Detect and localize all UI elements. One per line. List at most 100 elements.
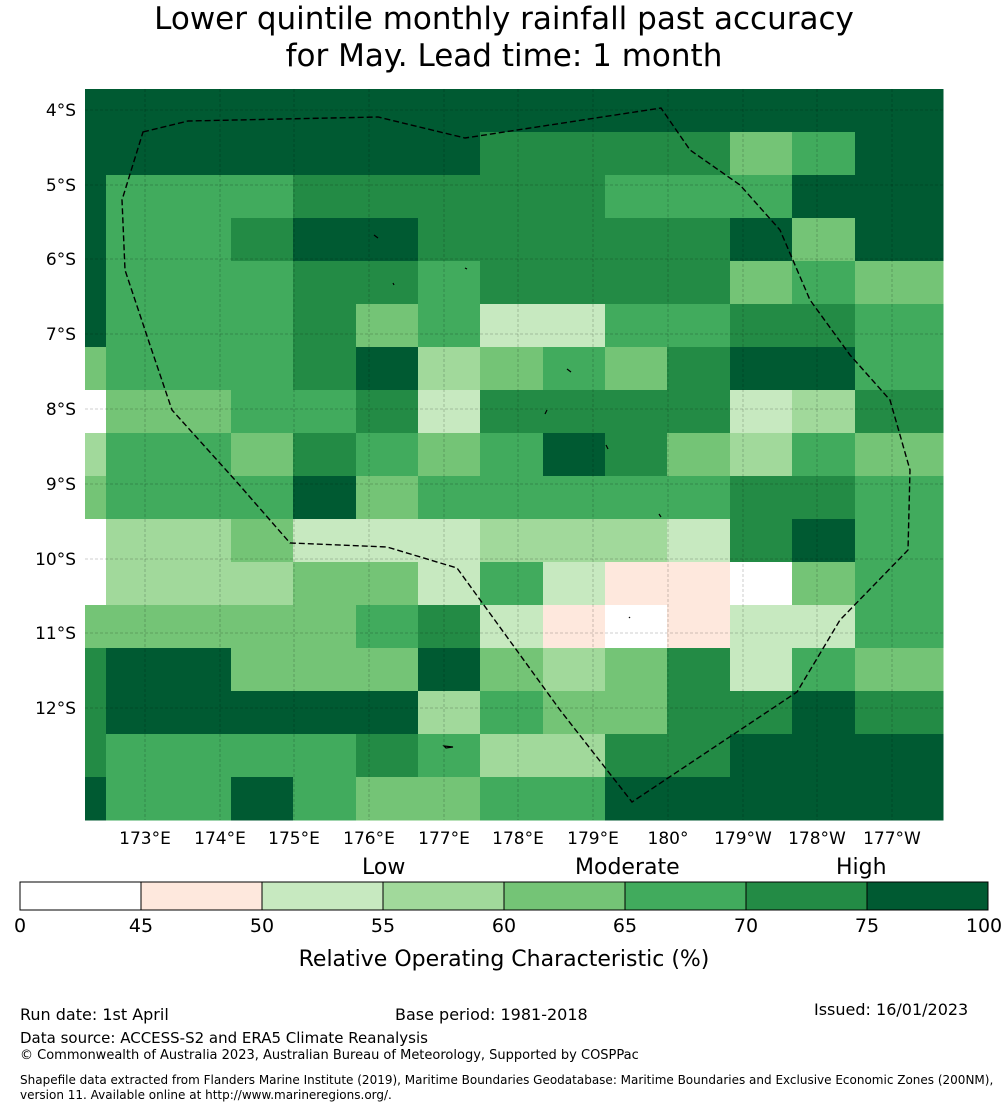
colorbar-segment: [504, 882, 625, 910]
colorbar-tick: 65: [613, 915, 637, 937]
grid-cell: [855, 89, 918, 133]
grid-cell: [917, 519, 944, 563]
grid-cell: [667, 175, 731, 219]
grid-cell: [85, 433, 107, 477]
grid-cell: [85, 777, 107, 821]
grid-cell: [917, 433, 944, 477]
grid-cell: [418, 433, 481, 477]
grid-cell: [418, 734, 481, 778]
lat-label: 10°S: [35, 550, 76, 570]
grid-cell: [543, 218, 606, 262]
grid-cell: [855, 519, 918, 563]
grid-cell: [667, 648, 731, 692]
grid-cell: [792, 347, 856, 391]
grid-cell: [168, 648, 232, 692]
grid-cell: [480, 261, 544, 305]
grid-cell: [293, 605, 357, 649]
grid-cell: [106, 777, 169, 821]
grid-cell: [106, 390, 169, 434]
grid-cell: [168, 390, 232, 434]
grid-cell: [667, 89, 731, 133]
copyright: © Commonwealth of Australia 2023, Austra…: [20, 1048, 639, 1063]
grid-cell: [605, 304, 668, 348]
grid-cell: [792, 648, 856, 692]
grid-cell: [168, 304, 232, 348]
grid-cell: [231, 476, 294, 520]
run-date: Run date: 1st April: [20, 1005, 169, 1024]
grid-cell: [667, 562, 731, 606]
grid-cell: [730, 777, 793, 821]
grid-cell: [480, 175, 544, 219]
grid-cell: [231, 390, 294, 434]
grid-cell: [293, 89, 357, 133]
grid-cell: [917, 648, 944, 692]
grid-cell: [85, 648, 107, 692]
grid-cell: [356, 175, 419, 219]
colorbar-label: Relative Operating Characteristic (%): [299, 947, 710, 972]
grid-cell: [168, 605, 232, 649]
grid-cell: [418, 347, 481, 391]
grid-cell: [543, 304, 606, 348]
grid-cell: [792, 175, 856, 219]
grid-cell: [168, 89, 232, 133]
grid-cell: [85, 605, 107, 649]
grid-cell: [106, 562, 169, 606]
grid-cell: [106, 218, 169, 262]
grid-cell: [855, 347, 918, 391]
grid-cell: [106, 304, 169, 348]
grid-cell: [855, 562, 918, 606]
grid-cell: [730, 562, 793, 606]
grid-cell: [418, 562, 481, 606]
grid-cell: [418, 304, 481, 348]
grid-cell: [480, 562, 544, 606]
grid-cell: [792, 519, 856, 563]
grid-cell: [730, 691, 793, 735]
grid-cell: [605, 132, 668, 176]
grid-cell: [605, 390, 668, 434]
grid-cell: [418, 218, 481, 262]
grid-cell: [480, 648, 544, 692]
colorbar-tick: 100: [966, 915, 1002, 937]
grid-cell: [85, 218, 107, 262]
grid-cell: [231, 218, 294, 262]
grid-cell: [356, 691, 419, 735]
grid-cell: [480, 132, 544, 176]
grid-cell: [106, 347, 169, 391]
grid-cell: [231, 648, 294, 692]
grid-cell: [293, 261, 357, 305]
grid-cell: [730, 734, 793, 778]
grid-cell: [356, 261, 419, 305]
grid-cell: [730, 261, 793, 305]
grid-cell: [667, 476, 731, 520]
grid-cell: [480, 691, 544, 735]
grid-cell: [730, 476, 793, 520]
grid-cell: [106, 691, 169, 735]
grid-cell: [730, 304, 793, 348]
grid-cell: [106, 605, 169, 649]
grid-cell: [917, 605, 944, 649]
grid-cell: [168, 433, 232, 477]
grid-cell: [855, 648, 918, 692]
grid-cell: [543, 734, 606, 778]
grid-cell: [917, 261, 944, 305]
grid-cell: [231, 734, 294, 778]
grid-cell: [356, 476, 419, 520]
grid-cell: [730, 648, 793, 692]
grid-cell: [667, 734, 731, 778]
grid-cell: [231, 175, 294, 219]
grid-cell: [293, 476, 357, 520]
grid-cell: [917, 691, 944, 735]
grid-cell: [293, 218, 357, 262]
grid-cell: [293, 519, 357, 563]
grid-cell: [917, 175, 944, 219]
grid-cell: [168, 175, 232, 219]
eez-boundary: [121, 107, 911, 803]
grid-cell: [356, 433, 419, 477]
grid-cell: [480, 519, 544, 563]
grid-cell: [106, 476, 169, 520]
grid-cell: [543, 691, 606, 735]
grid-cell: [855, 777, 918, 821]
grid-cell: [85, 519, 107, 563]
grid-cell: [667, 691, 731, 735]
lat-label: 4°S: [46, 101, 76, 121]
